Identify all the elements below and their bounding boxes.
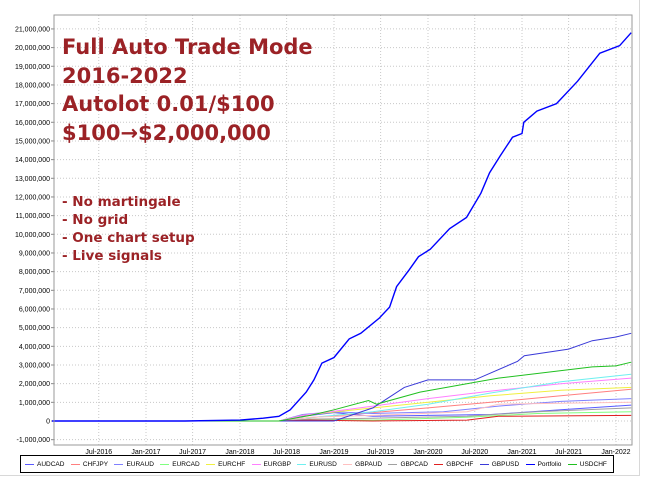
x-tick-label: Jul-2017 [179, 449, 206, 456]
legend-item-eurchf: EURCHF [206, 461, 245, 468]
headline-line-2: 2016-2022 [62, 63, 188, 88]
legend-swatch [434, 463, 444, 465]
legend-item-gbpcad: GBPCAD [388, 460, 428, 468]
legend-label: GBPAUD [355, 460, 383, 468]
legend-item-eurgbp: EURGBP [251, 460, 291, 468]
y-tick-label: 3,000,000 [19, 362, 50, 369]
series-line-usdchf [52, 361, 632, 422]
legend-swatch [70, 463, 80, 465]
plot-area-border [53, 14, 633, 446]
y-tick-label: 14,000,000 [15, 157, 50, 164]
bullet-no-martingale: - No martingale [62, 194, 181, 210]
legend-item-gbpaud: GBPAUD [343, 461, 382, 468]
feature-bullets: - No martingale - No grid - One chart se… [62, 193, 195, 265]
legend: AUDCAD CHFJPY EURAUD EURCAD EURCHF EURGBP EURU… [20, 455, 614, 473]
y-tick-label: 7,000,000 [19, 288, 50, 295]
x-tick-label: Jul-2021 [555, 449, 582, 456]
y-tick-label: 2,000,000 [19, 381, 50, 388]
y-tick-label: 5,000,000 [19, 325, 50, 332]
legend-label: AUDCAD [37, 460, 65, 468]
legend-swatch [567, 463, 577, 465]
y-tick-label: 15,000,000 [15, 138, 50, 145]
x-tick-label: Jul-2020 [461, 449, 488, 456]
legend-swatch [297, 463, 307, 465]
y-tick-label: 21,000,000 [15, 26, 50, 33]
y-tick-label: 20,000,000 [15, 45, 50, 52]
bullet-no-grid: - No grid [62, 212, 129, 228]
y-tick-label: 19,000,000 [15, 64, 50, 71]
legend-label: GBPUSD [491, 460, 520, 468]
x-tick-label: Jan-2021 [507, 449, 536, 456]
y-tick-label: 4,000,000 [19, 344, 50, 351]
legend-label: GBPCAD [400, 460, 428, 468]
y-axis-ticks: -1,000,000 0 1,000,000 2,000,000 3,000,000 4,… [15, 26, 54, 444]
legend-label: CHFJPY [82, 460, 109, 468]
legend-label: GBPCHF [446, 460, 474, 468]
legend-item-euraud: EURAUD [114, 460, 154, 468]
x-axis-ticks: Jul-2016 Jan-2017 Jul-2017 Jan-2018 Jul-2018… [85, 449, 630, 456]
x-tick-label: Jan-2017 [131, 449, 160, 456]
headline-line-1: Full Auto Trade Mode [62, 35, 313, 59]
y-tick-label: 12,000,000 [15, 194, 50, 201]
legend-label: USDCHF [579, 460, 607, 468]
legend-item-eurusd: EURUSD [297, 460, 337, 468]
y-tick-label: 8,000,000 [19, 269, 50, 276]
y-tick-label: 6,000,000 [19, 306, 50, 313]
y-tick-label: 17,000,000 [15, 101, 50, 108]
legend-swatch [343, 463, 353, 465]
x-tick-label: Jul-2016 [85, 449, 112, 456]
y-tick-label: 10,000,000 [15, 232, 50, 239]
legend-swatch [388, 463, 398, 465]
legend-swatch [525, 463, 535, 465]
y-tick-label: 1,000,000 [19, 400, 50, 407]
series-line-gbpusd [52, 332, 632, 422]
y-tick-label: 0 [46, 419, 50, 426]
x-tick-label: Jan-2022 [601, 449, 630, 456]
legend-item-portfolio: Portfolio [525, 460, 562, 468]
y-tick-label: 11,000,000 [15, 213, 50, 220]
legend-swatch [251, 463, 261, 465]
y-tick-label: 9,000,000 [19, 250, 50, 257]
y-tick-label: 13,000,000 [15, 176, 50, 183]
y-tick-label: 18,000,000 [15, 82, 50, 89]
series-line-portfolio [52, 32, 632, 422]
x-tick-label: Jul-2019 [367, 449, 394, 456]
headline-line-4: $100→$2,000,000 [62, 120, 271, 145]
legend-label: EURCHF [218, 460, 246, 468]
legend-label: EURCAD [172, 460, 200, 468]
legend-label: Portfolio [537, 460, 562, 468]
x-tick-label: Jan-2018 [225, 449, 254, 456]
legend-item-gbpusd: GBPUSD [479, 460, 520, 468]
legend-item-gbpchf: GBPCHF [434, 461, 473, 468]
legend-label: EURAUD [126, 460, 154, 468]
legend-swatch [479, 463, 489, 465]
legend-swatch [206, 463, 216, 465]
y-tick-label: -1,000,000 [17, 437, 51, 444]
headline-line-3: Autolot 0.01/$100 [62, 92, 275, 116]
legend-swatch [160, 463, 170, 465]
legend-item-chfjpy: CHFJPY [70, 460, 109, 468]
headline-overlay: Full Auto Trade Mode 2016-2022 Autolot 0… [62, 33, 313, 147]
legend-label: EURUSD [309, 460, 337, 468]
x-tick-label: Jul-2018 [273, 449, 300, 456]
legend-swatch [25, 463, 34, 465]
bullet-live-signals: - Live signals [62, 248, 162, 264]
x-tick-label: Jan-2019 [319, 449, 348, 456]
legend-item-audcad: AUDCAD [25, 461, 64, 468]
bullet-one-chart-setup: - One chart setup [62, 230, 195, 246]
legend-item-eurcad: EURCAD [160, 460, 200, 468]
x-tick-label: Jan-2020 [413, 449, 442, 456]
legend-swatch [114, 463, 124, 465]
legend-item-usdchf: USDCHF [567, 460, 607, 468]
legend-label: EURGBP [263, 460, 291, 468]
y-tick-label: 16,000,000 [15, 120, 50, 127]
series-lines [52, 32, 632, 422]
